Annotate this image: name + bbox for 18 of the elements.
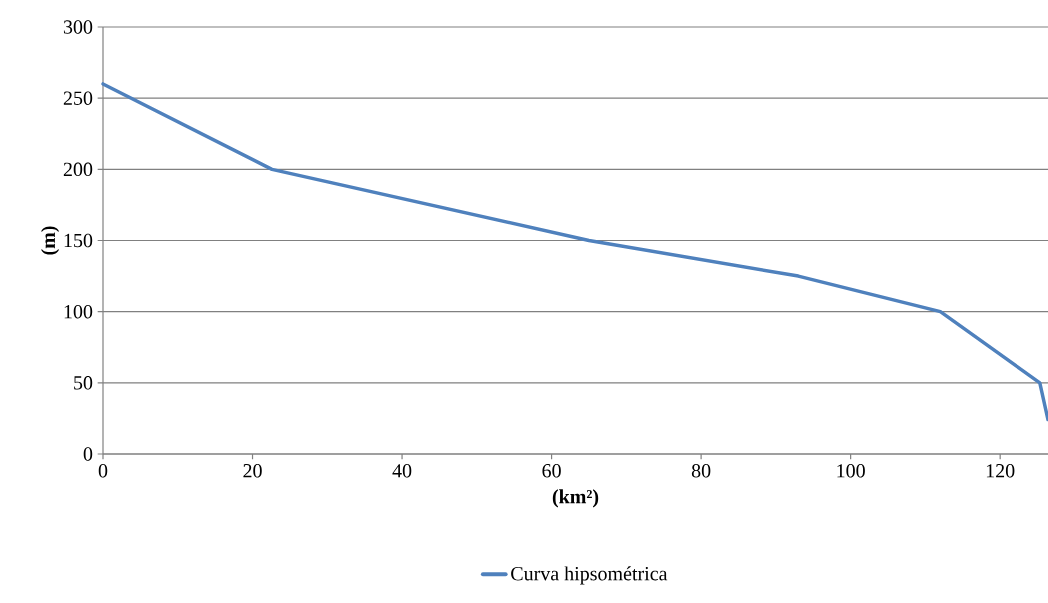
y-tick-label: 0	[83, 447, 93, 461]
y-tick-label: 100	[64, 304, 93, 319]
x-tick-label: 20	[243, 464, 262, 478]
y-axis-title: (m)	[41, 226, 60, 255]
x-tick-label: 60	[542, 464, 561, 478]
x-tick-label: 100	[837, 464, 865, 478]
x-axis-title: (km²)	[552, 489, 599, 508]
y-tick-label: 200	[63, 162, 93, 177]
x-tick-label: 80	[691, 464, 711, 478]
y-tick-label: 50	[74, 376, 93, 390]
x-tick-label: 120	[986, 464, 1015, 478]
y-tick-label: 300	[63, 20, 93, 34]
y-tick-label: 150	[64, 233, 93, 248]
y-tick-label: 250	[63, 91, 93, 105]
x-tick-label: 0	[98, 464, 108, 478]
legend-label: Curva hipsométrica	[511, 566, 668, 585]
x-tick-label: 40	[392, 464, 412, 478]
line-series	[101, 82, 1048, 422]
